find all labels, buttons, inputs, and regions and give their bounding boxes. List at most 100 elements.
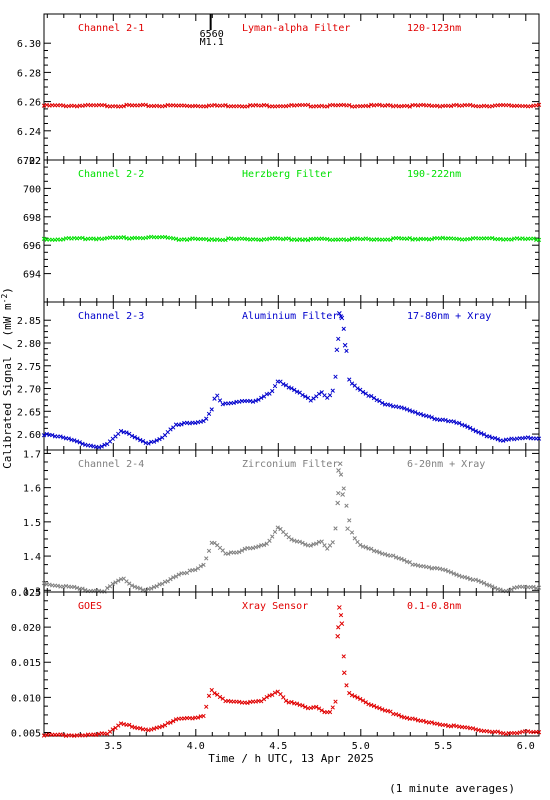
data-point <box>349 530 355 535</box>
panel-channel-label: GOES <box>78 601 102 612</box>
data-point <box>341 326 346 331</box>
data-point <box>127 431 132 437</box>
data-point <box>264 694 269 700</box>
data-point <box>327 709 333 715</box>
panel-3: 2.60 2.65 2.70 2.75 2.80 2.85 Channel 2-3 Alumi… <box>17 301 542 451</box>
data-point <box>201 562 206 568</box>
data-point <box>443 567 448 573</box>
data-point <box>195 715 201 720</box>
y-tick-label: 694 <box>23 270 41 281</box>
data-point <box>369 702 374 708</box>
data-point <box>193 567 198 573</box>
data-point <box>272 690 278 695</box>
y-tick-label: 1.5 <box>23 518 41 529</box>
data-point <box>294 389 300 394</box>
panel-4: 1.3 1.4 1.5 1.6 1.7 Channel 2-4 Zirconium Filt… <box>23 449 542 597</box>
y-tick-label: 702 <box>23 156 41 167</box>
data-point <box>336 311 342 316</box>
data-point <box>286 385 291 390</box>
data-point <box>44 431 49 437</box>
data-point <box>165 579 170 584</box>
data-point <box>138 586 143 591</box>
data-point <box>80 235 85 241</box>
data-point <box>289 386 294 391</box>
data-point <box>157 436 162 442</box>
data-point <box>292 387 297 393</box>
data-point <box>300 392 305 398</box>
y-tick-label: 6.28 <box>17 68 41 79</box>
x-tick-label: 6.0 <box>517 741 535 752</box>
data-point <box>237 549 242 555</box>
data-point <box>314 541 319 546</box>
data-point <box>305 237 311 243</box>
data-point <box>113 580 118 585</box>
data-point <box>492 436 498 441</box>
data-point <box>355 386 360 391</box>
data-point <box>470 427 476 432</box>
panel-filter-label: Aluminium Filter <box>242 311 338 322</box>
data-point <box>261 542 267 548</box>
data-point <box>118 428 124 434</box>
data-point <box>171 718 176 724</box>
data-point <box>341 654 346 659</box>
data-point <box>344 503 349 508</box>
data-point <box>448 570 454 575</box>
data-point <box>327 393 333 398</box>
data-point <box>154 438 159 443</box>
panel-band-label: 190-222nm <box>407 169 461 180</box>
data-point <box>377 550 382 555</box>
data-point <box>358 696 363 702</box>
data-point <box>168 577 173 582</box>
data-point <box>393 555 399 560</box>
y-tick-label: 0.020 <box>11 623 41 634</box>
data-point <box>388 237 393 242</box>
x-axis-label: Time / h UTC, 13 Apr 2025 <box>208 752 374 765</box>
data-point <box>536 102 542 107</box>
data-point <box>132 584 137 589</box>
data-point <box>479 431 484 436</box>
data-point <box>217 694 223 700</box>
panel-filter-label: Xray Sensor <box>242 601 308 612</box>
data-point <box>61 237 66 242</box>
data-point <box>121 235 126 240</box>
data-point <box>80 586 85 591</box>
data-point <box>352 536 357 541</box>
series-markers <box>41 605 542 738</box>
data-point <box>220 402 225 407</box>
data-point <box>344 683 349 688</box>
data-point <box>337 461 343 467</box>
series-markers <box>41 102 542 109</box>
panel-5: 0.005 0.010 0.015 0.020 0.025 GOES Xray Sensor… <box>11 588 542 739</box>
y-tick-label: 1.7 <box>23 449 41 460</box>
data-point <box>259 395 264 401</box>
data-point <box>360 389 366 395</box>
data-point <box>396 712 401 718</box>
data-point <box>347 518 352 523</box>
data-point <box>96 445 102 450</box>
x-axis: 3.5 4.0 4.5 5.0 5.5 6.0 <box>104 741 535 752</box>
data-point <box>334 347 340 353</box>
data-point <box>83 733 88 738</box>
data-point <box>333 699 338 704</box>
data-point <box>151 439 157 444</box>
data-point <box>481 580 487 586</box>
panel-band-label: 0.1-0.8nm <box>407 601 461 612</box>
flare-marker-class: M1.1 <box>200 37 224 48</box>
data-point <box>99 444 104 449</box>
data-point <box>41 433 47 438</box>
data-point <box>270 388 275 394</box>
data-point <box>360 698 366 703</box>
panel-band-label: 120-123nm <box>407 23 461 34</box>
panel-band-label: 17-80nm + Xray <box>407 311 491 322</box>
data-point <box>495 729 500 734</box>
y-tick-label: 696 <box>23 241 41 252</box>
data-point <box>179 422 184 427</box>
y-tick-label: 2.80 <box>17 339 41 350</box>
data-point <box>72 438 77 443</box>
data-point <box>487 434 492 439</box>
data-point <box>345 526 350 532</box>
panel-filter-label: Zirconium Filter <box>242 459 338 470</box>
data-point <box>446 569 451 574</box>
data-point <box>377 398 382 404</box>
data-point <box>303 542 308 547</box>
